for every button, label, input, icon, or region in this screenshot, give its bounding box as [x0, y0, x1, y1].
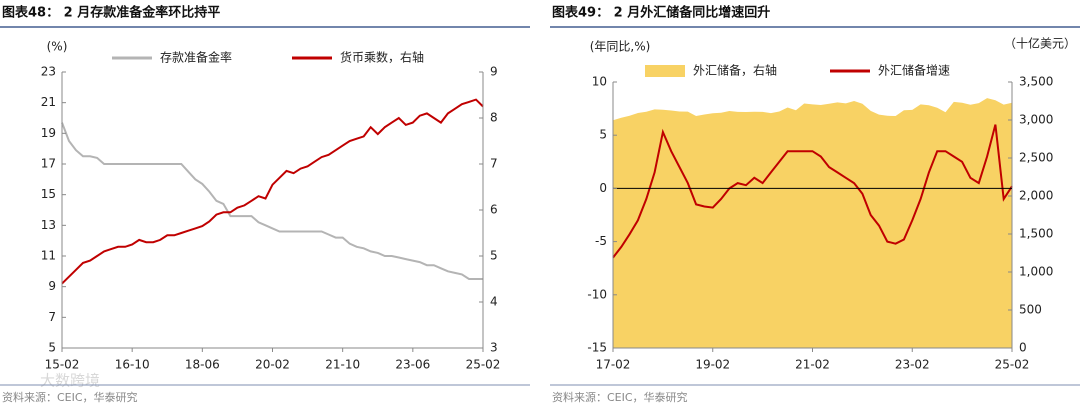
y-tick-label: 21 [41, 95, 56, 109]
y-tick-label: 0 [599, 181, 607, 195]
line [61, 98, 484, 285]
x-tick-label: 15-02 [45, 358, 80, 372]
legend-label: 存款准备金率 [160, 50, 232, 65]
y2-tick-label: 2,500 [1019, 151, 1053, 165]
y-tick-label: -15 [587, 341, 607, 355]
legend-label: 外汇储备，右轴 [693, 63, 777, 78]
y-tick-label: 19 [41, 126, 56, 140]
source: 资料来源：CEIC，华泰研究 [2, 390, 138, 404]
y-tick-label: 11 [41, 249, 56, 263]
y2-axis-label: （十亿美元） [1004, 36, 1076, 51]
x-tick-label: 17-02 [596, 358, 631, 372]
legend-label: 外汇储备增速 [878, 63, 950, 78]
y2-tick-label: 9 [490, 65, 498, 79]
y2-tick-label: 7 [490, 157, 498, 171]
chart-title: 图表49： 2 月外汇储备同比增速回升 [552, 5, 770, 21]
x-tick-label: 23-02 [895, 358, 930, 372]
y-tick-label: 23 [41, 65, 56, 79]
y-tick-label: 15 [41, 187, 56, 201]
legend-label: 货币乘数，右轴 [340, 50, 424, 65]
x-tick-label: 21-10 [325, 358, 360, 372]
y-tick-label: 7 [48, 310, 56, 324]
y2-tick-label: 2,000 [1019, 189, 1053, 203]
y2-tick-label: 4 [490, 295, 498, 309]
x-tick-label: 20-02 [255, 358, 290, 372]
x-tick-label: 23-06 [395, 358, 430, 372]
chart-title: 图表48： 2 月存款准备金率环比持平 [2, 5, 220, 21]
y2-tick-label: 3 [490, 341, 498, 355]
y2-tick-label: 8 [490, 111, 498, 125]
x-tick-label: 25-02 [995, 358, 1030, 372]
y2-tick-label: 1,000 [1019, 265, 1053, 279]
y-tick-label: 10 [592, 75, 607, 89]
x-tick-label: 18-06 [185, 358, 220, 372]
y-tick-label: -10 [587, 287, 607, 301]
x-tick-label: 21-02 [795, 358, 830, 372]
y2-tick-label: 5 [490, 249, 498, 263]
y2-tick-label: 500 [1019, 303, 1042, 317]
y-tick-label: 9 [48, 279, 56, 293]
source: 资料来源：CEIC，华泰研究 [552, 390, 688, 404]
x-tick-label: 19-02 [695, 358, 730, 372]
y-tick-label: 5 [599, 128, 607, 142]
y2-tick-label: 3,500 [1019, 75, 1053, 89]
y-axis-label: (%) [47, 40, 68, 54]
x-tick-label: 25-02 [466, 358, 501, 372]
y-tick-label: 5 [48, 341, 56, 355]
line [61, 122, 483, 280]
area [613, 98, 1012, 348]
x-tick-label: 16-10 [115, 358, 150, 372]
y-tick-label: -5 [595, 234, 607, 248]
y-tick-label: 17 [41, 157, 56, 171]
watermark: 大数跨境 [40, 372, 100, 390]
y2-tick-label: 1,500 [1019, 227, 1053, 241]
legend-swatch [645, 65, 685, 77]
y2-tick-label: 0 [1019, 341, 1027, 355]
line [612, 124, 1013, 259]
y-tick-label: 13 [41, 218, 56, 232]
y2-tick-label: 3,000 [1019, 113, 1053, 127]
y2-tick-label: 6 [490, 203, 498, 217]
y-axis-label: (年同比,%) [590, 40, 651, 54]
